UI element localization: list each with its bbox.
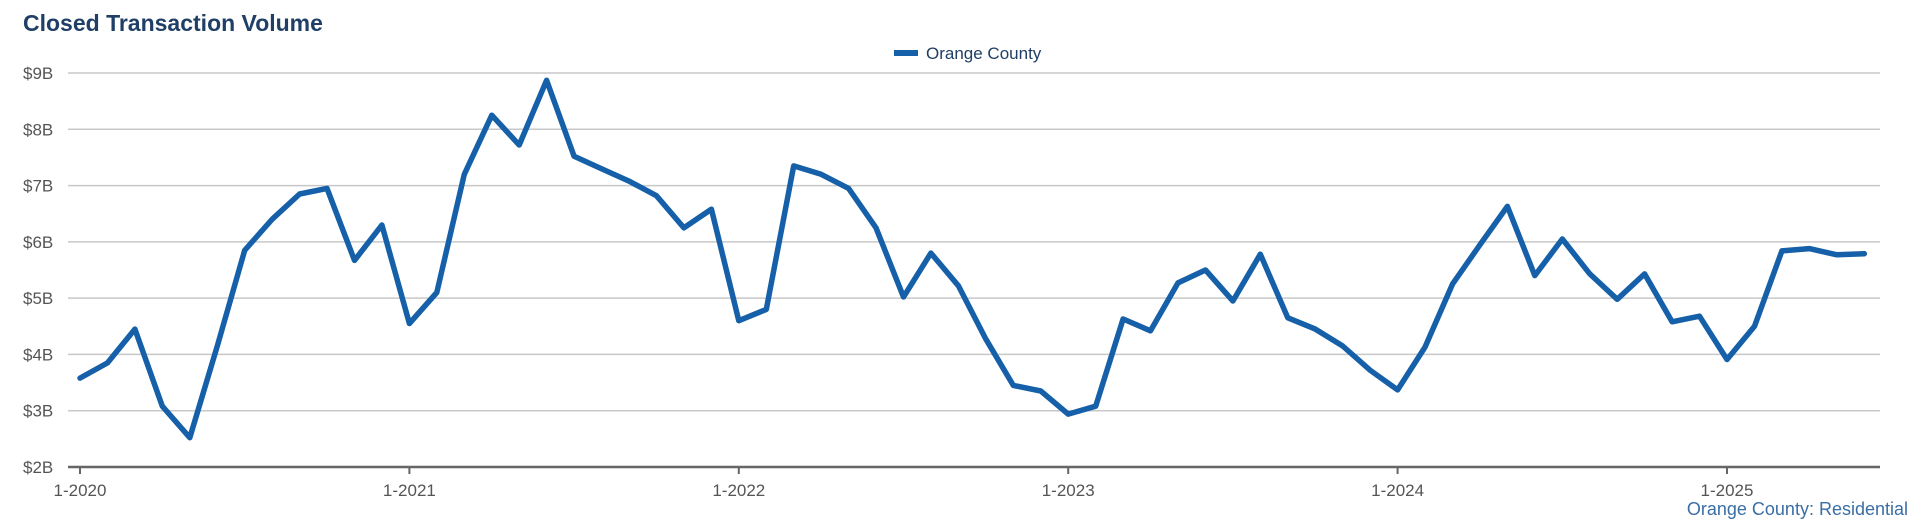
legend-swatch bbox=[894, 50, 918, 56]
y-tick-label: $6B bbox=[23, 233, 53, 252]
x-tick-label: 1-2021 bbox=[383, 481, 436, 500]
y-tick-label: $2B bbox=[23, 458, 53, 477]
series-layer bbox=[77, 77, 1868, 441]
series-line bbox=[77, 77, 1868, 441]
y-tick-label: $4B bbox=[23, 345, 53, 364]
chart-title: Closed Transaction Volume bbox=[23, 10, 323, 36]
y-tick-label: $5B bbox=[23, 289, 53, 308]
y-tick-label: $3B bbox=[23, 402, 53, 421]
y-tick-label: $8B bbox=[23, 120, 53, 139]
x-tick-label: 1-2022 bbox=[712, 481, 765, 500]
x-tick-label: 1-2023 bbox=[1042, 481, 1095, 500]
legend[interactable]: Orange County bbox=[894, 44, 1042, 63]
x-tick-label: 1-2025 bbox=[1701, 481, 1754, 500]
gridlines bbox=[68, 72, 1880, 412]
x-axis: 1-2020 1-2021 1-2022 1-2023 1-2024 1-2025 bbox=[54, 465, 1880, 500]
chart-source-label: Orange County: Residential bbox=[1686, 499, 1908, 519]
legend-label: Orange County bbox=[926, 44, 1042, 63]
x-tick-label: 1-2020 bbox=[54, 481, 107, 500]
y-axis-tick-labels: $2B $3B $4B $5B $6B $7B $8B $9B bbox=[23, 64, 53, 477]
y-tick-label: $9B bbox=[23, 64, 53, 83]
y-tick-label: $7B bbox=[23, 177, 53, 196]
x-tick-label: 1-2024 bbox=[1371, 481, 1424, 500]
